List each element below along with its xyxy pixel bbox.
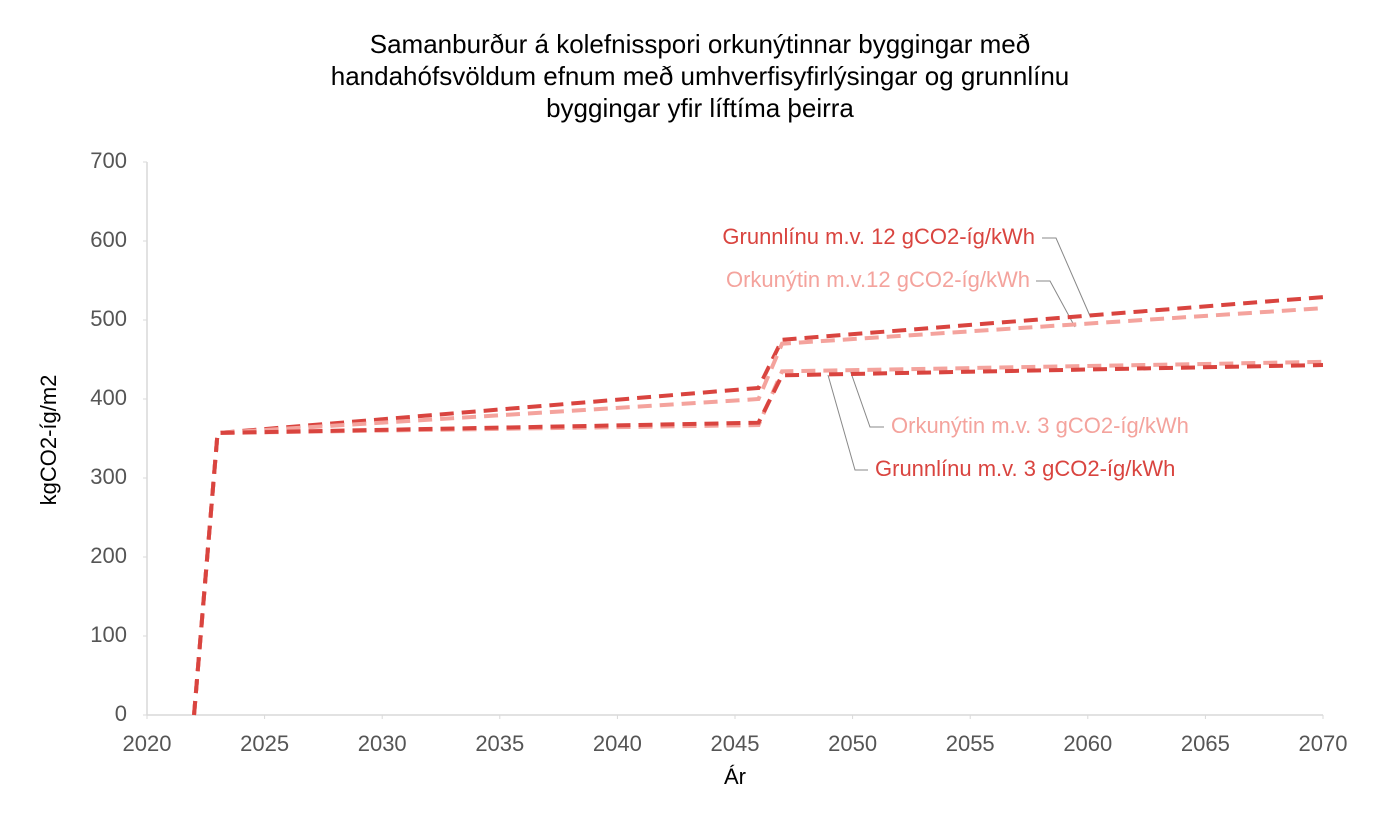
- y-tick-label: 600: [90, 227, 127, 252]
- x-tick-label: 2030: [358, 731, 407, 756]
- leader-line: [1036, 280, 1076, 328]
- y-tick-label: 500: [90, 306, 127, 331]
- y-tick-label: 100: [90, 622, 127, 647]
- y-tick-label: 200: [90, 543, 127, 568]
- x-tick-label: 2035: [475, 731, 524, 756]
- x-tick-label: 2025: [240, 731, 289, 756]
- x-tick-label: 2070: [1299, 731, 1348, 756]
- leader-line: [849, 369, 884, 428]
- series-line: [192, 306, 1324, 716]
- chart-title: byggingar yfir líftíma þeirra: [546, 93, 854, 123]
- series-label: Grunnlínu m.v. 3 gCO2-íg/kWh: [875, 456, 1175, 481]
- leader-line: [827, 374, 868, 471]
- series-line: [192, 363, 1324, 716]
- x-tick-label: 2045: [711, 731, 760, 756]
- x-tick-label: 2040: [593, 731, 642, 756]
- series-label: Grunnlínu m.v. 12 gCO2-íg/kWh: [722, 224, 1035, 249]
- y-axis-label: kgCO2-íg/m2: [36, 375, 61, 506]
- series-line: [192, 295, 1324, 716]
- chart-title: Samanburður á kolefnisspori orkunýtinnar…: [370, 29, 1030, 59]
- x-axis-label: Ár: [724, 764, 746, 789]
- leader-lines: [827, 237, 1091, 471]
- x-tick-label: 2060: [1063, 731, 1112, 756]
- leader-line: [1042, 237, 1091, 317]
- series-label: Orkunýtin m.v.12 gCO2-íg/kWh: [726, 267, 1030, 292]
- y-tick-label: 0: [115, 701, 127, 726]
- chart-title: handahófsvöldum efnum með umhverfisyfirl…: [331, 61, 1070, 91]
- y-tick-label: 400: [90, 385, 127, 410]
- x-tick-label: 2065: [1181, 731, 1230, 756]
- x-tick-label: 2050: [828, 731, 877, 756]
- series-label: Orkunýtin m.v. 3 gCO2-íg/kWh: [891, 413, 1189, 438]
- y-tick-label: 300: [90, 464, 127, 489]
- x-tick-label: 2055: [946, 731, 995, 756]
- x-tick-label: 2020: [123, 731, 172, 756]
- y-tick-label: 700: [90, 148, 127, 173]
